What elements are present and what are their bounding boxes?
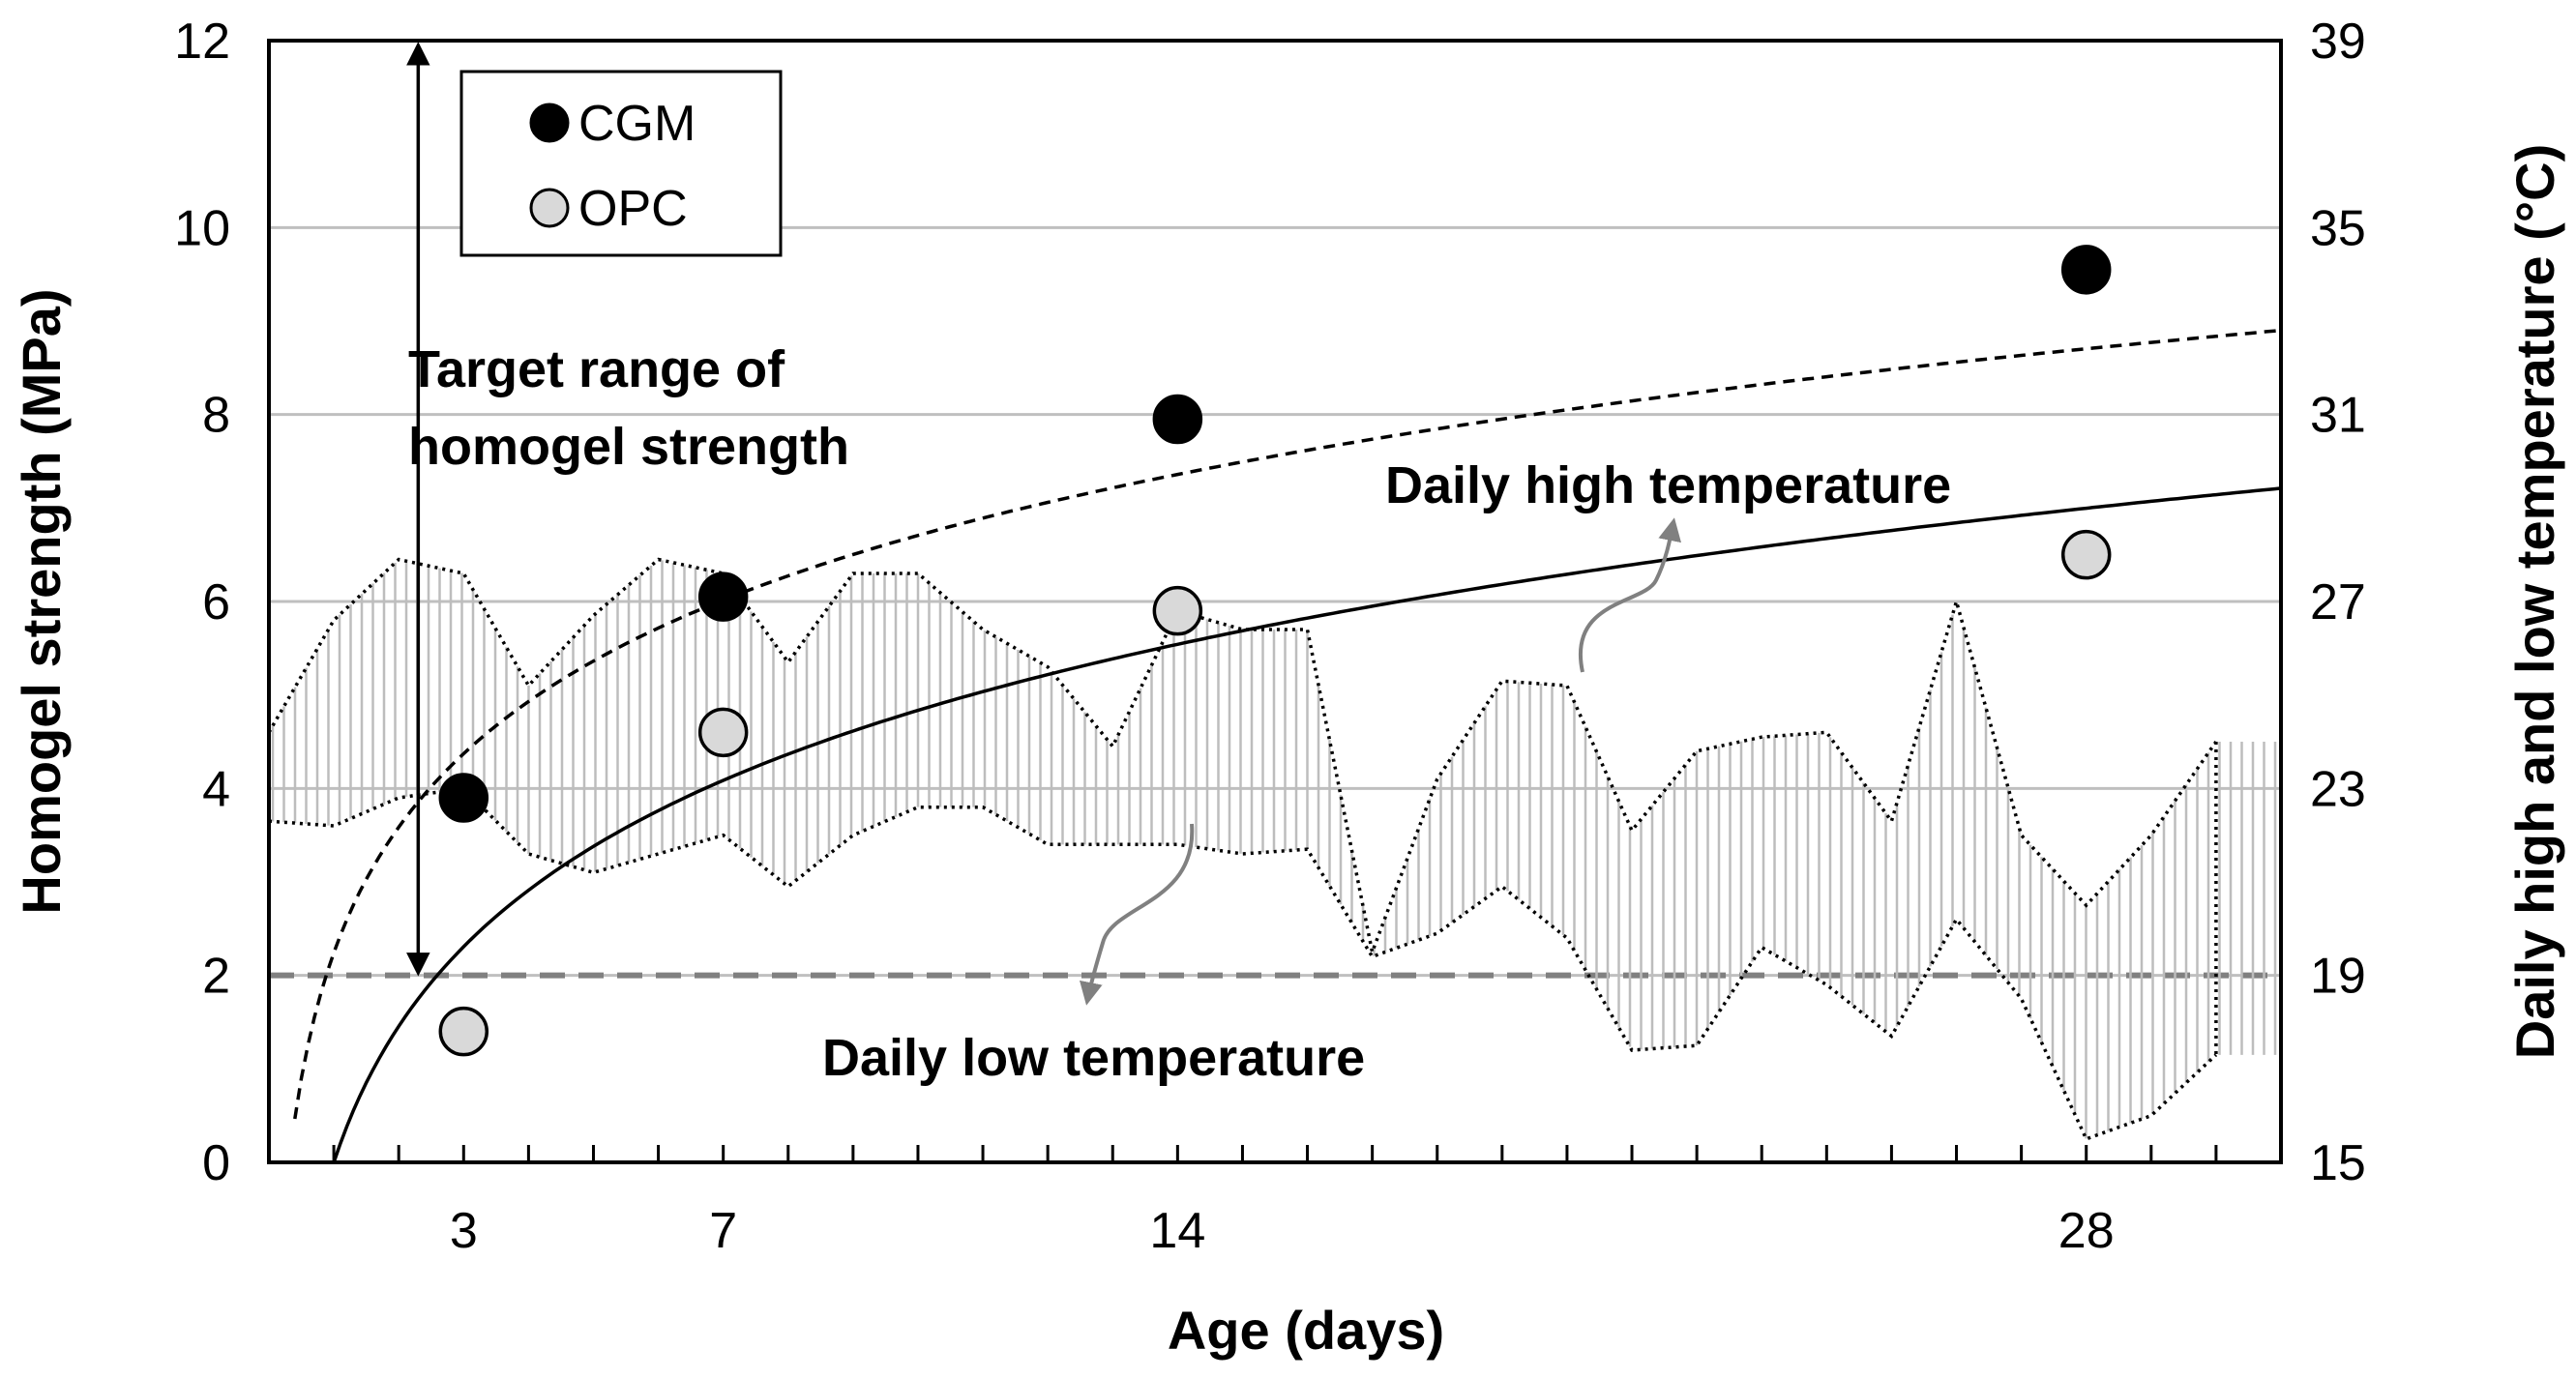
y-tick-label: 10 — [174, 200, 230, 256]
y2-tick-label: 19 — [2310, 949, 2366, 1005]
legend: CGM OPC — [459, 70, 783, 257]
annotation-daily-low: Daily low temperature — [822, 1029, 1365, 1087]
cgm-point — [2060, 245, 2112, 295]
opc-fit-curve — [332, 486, 2282, 1163]
opc-point — [2060, 529, 2112, 580]
fit-curves — [293, 328, 2282, 1163]
cgm-point — [438, 773, 489, 823]
y-tick-label: 6 — [202, 574, 230, 630]
annotation-daily-high: Daily high temperature — [1385, 456, 1951, 514]
legend-marker-opc — [529, 188, 570, 228]
y2-tick-label: 35 — [2310, 200, 2366, 256]
cgm-point — [1152, 394, 1203, 445]
axis-ticks: 0 2 4 6 8 10 12 15 19 23 27 31 35 39 3 7 14 28 — [174, 14, 2366, 1259]
x-tick-label: 7 — [709, 1203, 737, 1259]
y-tick-label: 0 — [202, 1135, 230, 1191]
y2-tick-label: 15 — [2310, 1135, 2366, 1191]
y2-tick-label: 39 — [2310, 14, 2366, 70]
x-axis-title: Age (days) — [1168, 1300, 1444, 1361]
daily-low-callout-arrow — [1080, 823, 1195, 1006]
legend-label-opc: OPC — [578, 181, 688, 237]
x-tick-label: 3 — [450, 1203, 478, 1259]
data-points — [438, 245, 2112, 1057]
annotation-target-range-line2: homogel strength — [408, 418, 849, 476]
cgm-fit-curve — [293, 328, 2282, 1120]
daily-high-callout-arrow — [1578, 517, 1682, 673]
y2-axis-title: Daily high and low temperature (°C) — [2504, 144, 2565, 1060]
y-axis-title: Homogel strength (MPa) — [11, 288, 72, 914]
y2-tick-label: 23 — [2310, 761, 2366, 817]
y2-tick-label: 31 — [2310, 388, 2366, 444]
legend-label-cgm: CGM — [578, 96, 696, 152]
legend-marker-cgm — [529, 103, 570, 143]
annotations — [406, 42, 1682, 1006]
x-tick-label: 14 — [1149, 1203, 1205, 1259]
legend-box — [459, 70, 783, 257]
opc-point — [438, 1006, 489, 1057]
opc-point — [697, 707, 749, 758]
plot-frame — [267, 39, 2283, 1164]
y-tick-label: 2 — [202, 949, 230, 1005]
daily-low-temperature-line — [268, 786, 2218, 1141]
x-tick-label: 28 — [2058, 1203, 2115, 1259]
annotation-target-range-line1: Target range of — [408, 340, 785, 398]
y2-tick-label: 27 — [2310, 574, 2366, 630]
y-tick-label: 8 — [202, 388, 230, 444]
opc-point — [1152, 585, 1203, 636]
y-tick-label: 4 — [202, 761, 230, 817]
cgm-point — [697, 572, 749, 622]
y-tick-label: 12 — [174, 14, 230, 70]
temperature-band — [267, 557, 2277, 1141]
